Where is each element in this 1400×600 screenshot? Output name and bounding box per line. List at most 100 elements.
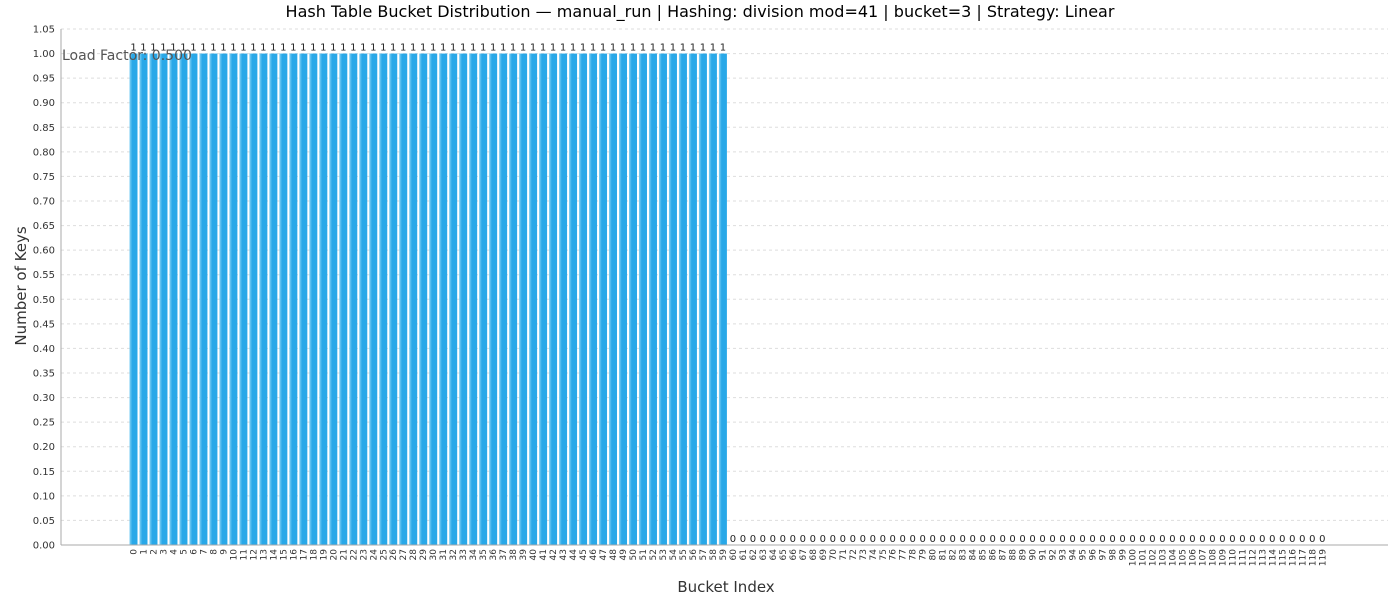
y-tick-label: 0.70 [33,197,55,208]
data-label: 1 [450,43,456,54]
data-label: 1 [540,43,546,54]
x-tick-label: 96 [1089,549,1099,561]
bar [648,53,657,545]
x-tick-label: 33 [459,549,469,560]
data-label: 1 [190,43,196,54]
data-label: 0 [1279,534,1285,545]
x-tick-label: 27 [399,549,409,560]
x-tick-label: 8 [209,549,219,555]
data-label: 1 [270,43,276,54]
x-tick-label: 39 [519,549,529,561]
x-tick-label: 55 [679,549,689,560]
x-tick-label: 31 [439,549,449,560]
bar [169,53,178,545]
data-label: 1 [220,43,226,54]
y-tick-label: 0.85 [33,123,55,134]
data-label: 1 [130,43,136,54]
bar [269,53,278,545]
data-label: 0 [1209,534,1215,545]
data-label: 1 [370,43,376,54]
x-tick-label: 102 [1148,549,1158,566]
data-label: 1 [690,43,696,54]
bar [229,53,238,545]
x-tick-label: 10 [229,549,239,561]
data-label: 1 [560,43,566,54]
bar [359,53,368,545]
data-label: 0 [1259,534,1265,545]
bar [539,53,548,545]
data-label: 1 [200,43,206,54]
x-tick-label: 73 [859,549,869,560]
bar [429,53,438,545]
x-tick-label: 88 [1009,549,1019,561]
x-tick-label: 24 [369,549,379,561]
data-label: 1 [640,43,646,54]
bar [469,53,478,545]
x-tick-label: 25 [379,549,389,560]
y-tick-label: 0.50 [33,295,55,306]
data-label: 0 [1159,534,1165,545]
x-tick-label: 68 [809,549,819,561]
bar [708,53,717,545]
bar [599,53,608,545]
x-tick-label: 26 [389,549,399,561]
bar [569,53,578,545]
x-tick-label: 99 [1119,549,1129,561]
data-label: 0 [1249,534,1255,545]
data-label: 0 [1129,534,1135,545]
x-tick-label: 13 [259,549,269,560]
data-label: 1 [620,43,626,54]
x-tick-label: 92 [1049,549,1059,560]
x-tick-label: 115 [1278,549,1288,566]
data-label: 0 [1319,534,1325,545]
data-label: 1 [240,43,246,54]
x-tick-label: 77 [899,549,909,560]
data-label: 0 [1219,534,1225,545]
data-label: 0 [820,534,826,545]
x-tick-label: 56 [689,549,699,561]
data-label: 0 [979,534,985,545]
data-label: 0 [1079,534,1085,545]
x-tick-label: 105 [1178,549,1188,566]
x-tick-label: 41 [539,549,549,560]
data-label: 0 [1199,534,1205,545]
bar [658,53,667,545]
bar [619,53,628,545]
x-tick-label: 113 [1258,549,1268,566]
data-label: 0 [1009,534,1015,545]
data-label: 1 [590,43,596,54]
data-label: 1 [550,43,556,54]
x-tick-label: 101 [1138,549,1148,566]
x-tick-label: 63 [759,549,769,560]
data-label: 0 [1169,534,1175,545]
x-tick-label: 17 [299,549,309,560]
x-tick-label: 117 [1298,549,1308,566]
x-tick-label: 81 [939,549,949,560]
data-label: 0 [1039,534,1045,545]
x-tick-label: 76 [889,549,899,561]
x-tick-label: 14 [269,549,279,561]
y-tick-label: 0.25 [33,418,55,429]
x-tick-label: 5 [179,549,189,555]
bar [279,53,288,545]
data-label: 1 [680,43,686,54]
bar [399,53,408,545]
x-tick-labels: 0 1 2 3 4 5 6 7 8 9 10 11 12 13 14 15 16 17 18 19 20 21 22 23 24… [130,549,1329,566]
data-label: 0 [1189,534,1195,545]
x-tick-label: 98 [1109,549,1119,561]
y-tick-label: 1.05 [33,25,55,36]
x-tick-label: 95 [1079,549,1089,560]
x-tick-label: 86 [989,549,999,561]
x-tick-label: 64 [769,549,779,561]
bar [529,53,538,545]
x-tick-label: 74 [869,549,879,561]
bar [419,53,428,545]
x-tick-label: 111 [1238,549,1248,566]
data-label: 1 [160,43,166,54]
x-tick-label: 38 [509,549,519,561]
data-label: 0 [840,534,846,545]
data-label: 0 [930,534,936,545]
bar [499,53,508,545]
x-tick-label: 60 [729,549,739,561]
y-tick-label: 0.30 [33,393,55,404]
